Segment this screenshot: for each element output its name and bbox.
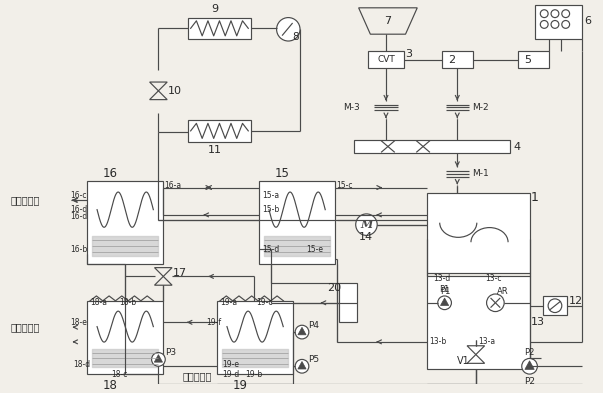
- Text: 15-b: 15-b: [262, 206, 279, 215]
- Text: P2: P2: [525, 347, 535, 356]
- Circle shape: [487, 294, 504, 312]
- Text: 19-b: 19-b: [245, 369, 262, 378]
- Text: 14: 14: [359, 232, 373, 242]
- Text: 5: 5: [524, 55, 531, 64]
- Text: 15: 15: [275, 167, 290, 180]
- Text: M-3: M-3: [343, 103, 359, 112]
- Text: 19-e: 19-e: [222, 360, 239, 369]
- Text: AR: AR: [497, 286, 509, 296]
- Text: 18-d: 18-d: [74, 360, 90, 369]
- Circle shape: [151, 353, 165, 366]
- Bar: [87, 181, 163, 264]
- Text: 16-d: 16-d: [71, 212, 88, 221]
- Bar: [87, 301, 163, 374]
- Text: 12: 12: [569, 296, 582, 306]
- Bar: [427, 193, 529, 274]
- Bar: [368, 51, 403, 68]
- Text: 18-b: 18-b: [119, 298, 136, 307]
- Circle shape: [438, 296, 452, 310]
- Text: 19-c: 19-c: [256, 298, 273, 307]
- Text: 13-b: 13-b: [429, 337, 446, 346]
- Circle shape: [356, 214, 377, 235]
- Bar: [188, 120, 251, 141]
- Text: P4: P4: [308, 321, 319, 330]
- Bar: [354, 140, 510, 153]
- Bar: [188, 18, 251, 39]
- Text: 18-a: 18-a: [90, 298, 107, 307]
- Text: 1: 1: [531, 191, 538, 204]
- Circle shape: [522, 358, 537, 374]
- Text: 7: 7: [384, 15, 391, 26]
- Text: 17: 17: [173, 268, 187, 279]
- Text: P3: P3: [165, 348, 176, 357]
- Text: 20: 20: [327, 283, 341, 293]
- Text: P1: P1: [440, 286, 450, 296]
- Text: 15-d: 15-d: [262, 244, 279, 253]
- Text: M-2: M-2: [472, 103, 488, 112]
- Text: M: M: [360, 219, 373, 230]
- Text: P2: P2: [524, 377, 535, 386]
- Text: P1: P1: [440, 285, 450, 294]
- Text: 热水（回）: 热水（回）: [183, 371, 212, 381]
- Bar: [259, 181, 335, 264]
- Circle shape: [295, 325, 309, 339]
- Text: 6: 6: [584, 17, 592, 26]
- Polygon shape: [440, 298, 449, 305]
- Text: 低温冷媒水: 低温冷媒水: [11, 322, 40, 332]
- Text: 19-d: 19-d: [222, 369, 239, 378]
- Bar: [441, 51, 473, 68]
- Text: CVT: CVT: [377, 55, 395, 64]
- Text: 13-a: 13-a: [478, 337, 495, 346]
- Text: 16-b: 16-b: [71, 244, 88, 253]
- Circle shape: [295, 360, 309, 373]
- Text: 15-a: 15-a: [262, 191, 279, 200]
- Polygon shape: [154, 354, 163, 362]
- Text: 16: 16: [103, 167, 118, 180]
- Bar: [518, 51, 549, 68]
- Text: 13-d: 13-d: [433, 274, 450, 283]
- Text: 10: 10: [168, 86, 182, 96]
- Text: 11: 11: [208, 145, 222, 154]
- Text: 19: 19: [233, 379, 248, 392]
- Circle shape: [277, 18, 300, 41]
- Text: 19-a: 19-a: [220, 298, 237, 307]
- Polygon shape: [525, 361, 534, 369]
- Bar: [535, 5, 582, 39]
- Text: 13: 13: [531, 317, 545, 327]
- Circle shape: [548, 299, 562, 312]
- Text: P5: P5: [308, 355, 319, 364]
- Text: 18: 18: [103, 379, 118, 392]
- Text: 16-c: 16-c: [71, 191, 87, 200]
- Text: M-1: M-1: [472, 169, 488, 178]
- Text: 9: 9: [212, 4, 219, 14]
- Text: 16-a: 16-a: [164, 181, 182, 190]
- Text: 3: 3: [406, 49, 412, 59]
- Bar: [339, 283, 357, 322]
- Polygon shape: [298, 327, 306, 335]
- Text: 16-d: 16-d: [71, 206, 88, 215]
- Polygon shape: [298, 362, 306, 369]
- Text: 热水（供）: 热水（供）: [11, 195, 40, 205]
- Bar: [427, 276, 529, 369]
- Text: 19-f: 19-f: [206, 318, 221, 327]
- Text: 2: 2: [448, 55, 455, 64]
- Text: 18-c: 18-c: [112, 369, 128, 378]
- Text: 18-e: 18-e: [71, 318, 87, 327]
- Text: 4: 4: [513, 141, 520, 152]
- Text: 15-c: 15-c: [336, 181, 353, 190]
- Bar: [217, 301, 293, 374]
- Text: 13-c: 13-c: [485, 274, 502, 283]
- Bar: [543, 296, 567, 316]
- Text: 15-e: 15-e: [306, 244, 323, 253]
- Text: V1: V1: [457, 356, 470, 366]
- Text: 8: 8: [292, 32, 299, 42]
